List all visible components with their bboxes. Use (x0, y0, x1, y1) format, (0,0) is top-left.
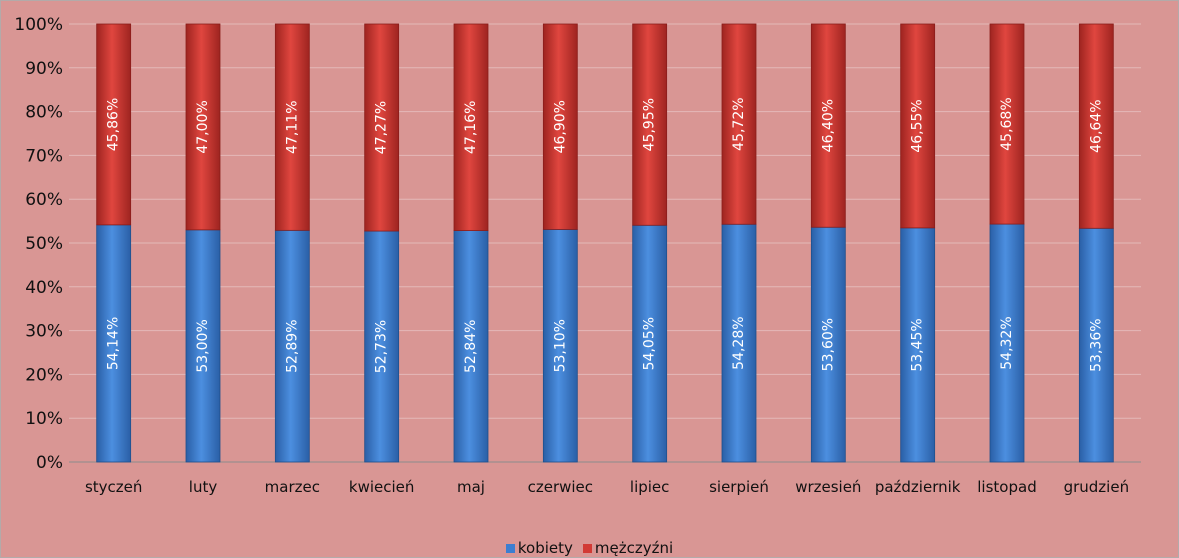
bar-kobiety (632, 224, 668, 463)
data-label: 45,68% (999, 97, 1015, 150)
y-tick-label: 70% (25, 146, 63, 166)
x-tick-label: maj (457, 478, 485, 496)
bar-mezczyzni (96, 23, 132, 226)
data-label: 46,64% (1088, 99, 1104, 152)
data-label: 46,90% (552, 100, 568, 153)
data-label: 45,72% (731, 97, 747, 150)
data-label: 46,40% (820, 99, 836, 152)
y-tick-label: 30% (25, 322, 63, 342)
x-tick-label: kwiecień (349, 478, 415, 496)
bar-mezczyzni (364, 23, 400, 232)
data-label: 54,32% (999, 316, 1015, 369)
bar-kobiety (810, 226, 846, 463)
x-tick-label: październik (875, 478, 961, 496)
bar-kobiety (542, 229, 578, 463)
bar-mezczyzni (900, 23, 936, 229)
bar-mezczyzni (989, 23, 1025, 225)
y-tick-label: 20% (25, 365, 63, 385)
data-label: 53,45% (910, 318, 926, 371)
data-label: 52,73% (374, 320, 390, 373)
data-label: 47,27% (374, 101, 390, 154)
stacked-bar-chart: 0% 10% 20% 30% 40% 50% 60% 70% 80% 90% 100% styczeń… (14, 15, 1141, 496)
data-label: 54,05% (642, 317, 658, 370)
legend-label-kobiety: kobiety (517, 539, 573, 557)
bar-kobiety (274, 229, 310, 463)
bar-mezczyzni (542, 23, 578, 230)
bar-mezczyzni (453, 23, 489, 231)
bar-kobiety (989, 223, 1025, 463)
bar-kobiety (900, 227, 936, 463)
data-label: 46,55% (910, 99, 926, 152)
legend-swatch-mezczyzni (582, 543, 592, 553)
x-tick-label: listopad (977, 478, 1036, 496)
legend: kobiety mężczyźni (1, 539, 1178, 557)
data-label: 53,60% (820, 318, 836, 371)
x-tick-label: lipiec (630, 478, 670, 496)
bar-kobiety (96, 224, 132, 463)
data-label: 47,16% (463, 101, 479, 154)
y-tick-label: 90% (25, 59, 63, 79)
x-tick-label: grudzień (1064, 478, 1130, 496)
data-label: 52,84% (463, 320, 479, 373)
bar-kobiety (721, 223, 757, 463)
data-label: 45,86% (106, 98, 122, 151)
data-label: 45,95% (642, 98, 658, 151)
data-label: 52,89% (284, 319, 300, 372)
bar-mezczyzni (185, 23, 221, 231)
x-tick-label: styczeń (85, 478, 142, 496)
legend-item-kobiety: kobiety (505, 539, 573, 557)
x-tick-label: czerwiec (528, 478, 593, 496)
y-tick-label: 50% (25, 234, 63, 254)
x-tick-label: sierpień (709, 478, 769, 496)
bar-mezczyzni (274, 23, 310, 231)
legend-label-mezczyzni: mężczyźni (594, 539, 674, 557)
data-label: 47,11% (284, 100, 300, 153)
data-label: 53,36% (1088, 318, 1104, 371)
legend-swatch-kobiety (505, 543, 515, 553)
x-tick-label: wrzesień (795, 478, 861, 496)
y-tick-label: 60% (25, 190, 63, 210)
bar-kobiety (364, 230, 400, 463)
data-label: 54,14% (106, 317, 122, 370)
bar-mezczyzni (632, 23, 668, 226)
data-label: 53,10% (552, 319, 568, 372)
y-tick-label: 100% (14, 15, 63, 35)
bar-mezczyzni (721, 23, 757, 225)
bar-mezczyzni (810, 23, 846, 228)
x-tick-label: luty (189, 478, 218, 496)
data-label: 53,00% (195, 319, 211, 372)
legend-item-mezczyzni: mężczyźni (582, 539, 674, 557)
data-label: 47,00% (195, 100, 211, 153)
bar-mezczyzni (1078, 23, 1114, 229)
data-label: 54,28% (731, 316, 747, 369)
y-tick-label: 80% (25, 103, 63, 123)
x-tick-label: marzec (265, 478, 320, 496)
y-tick-label: 0% (36, 453, 63, 473)
bar-kobiety (1078, 227, 1114, 463)
y-tick-label: 40% (25, 278, 63, 298)
y-tick-label: 10% (25, 409, 63, 429)
